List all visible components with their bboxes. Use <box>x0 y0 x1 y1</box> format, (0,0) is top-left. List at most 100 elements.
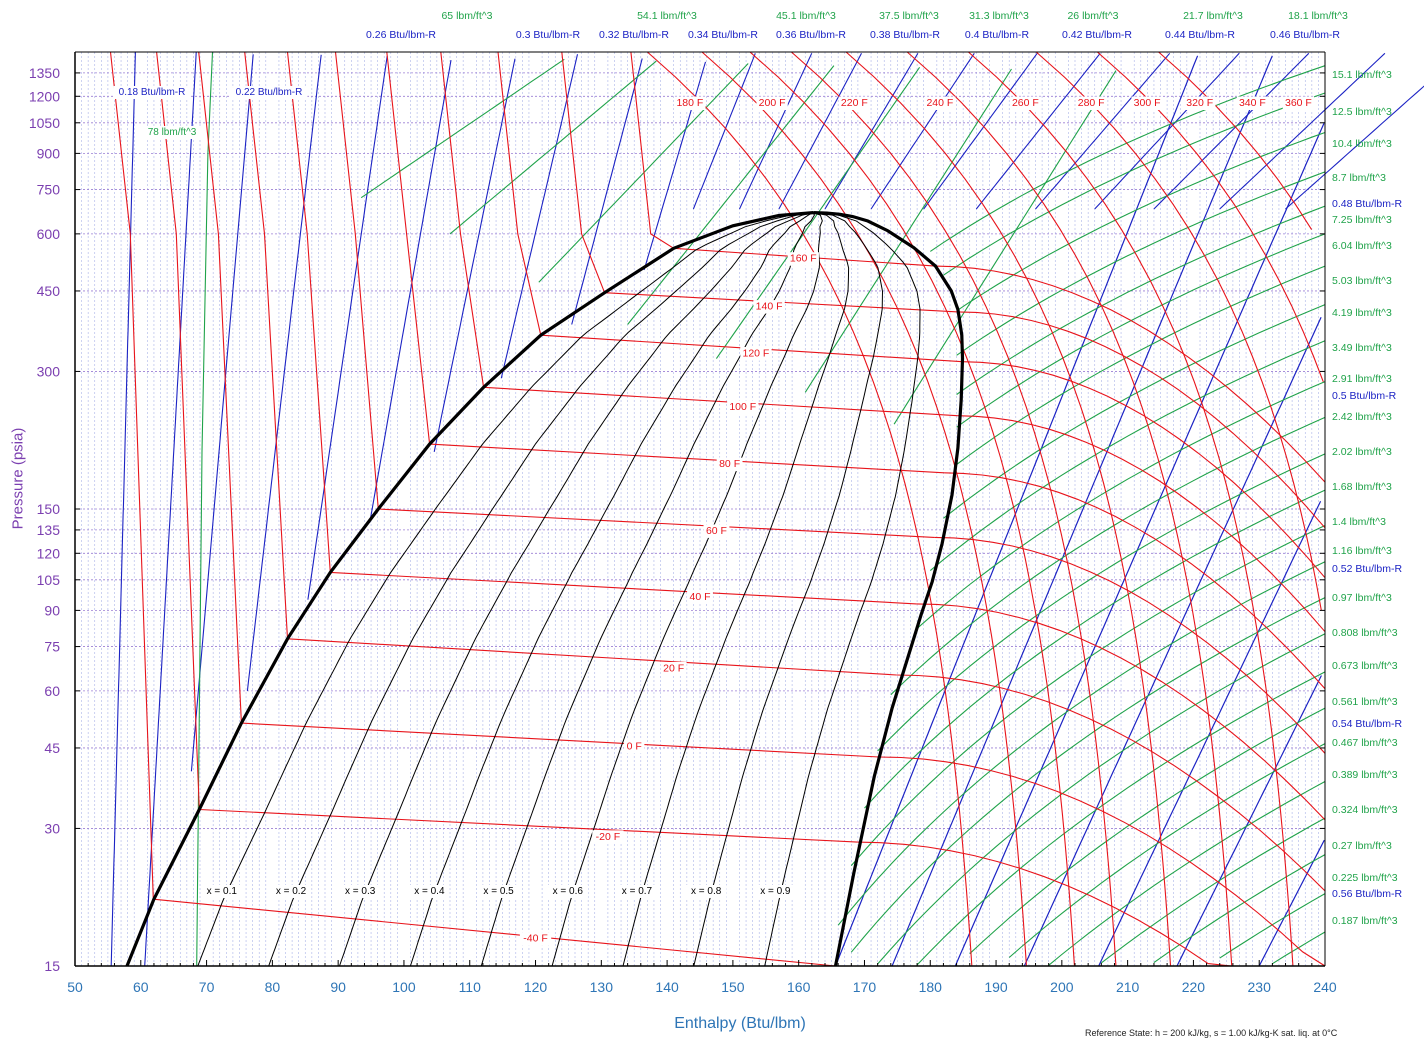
density-label-right: 0.187 lbm/ft^3 <box>1332 915 1398 927</box>
density-label-top: 45.1 lbm/ft^3 <box>776 10 836 22</box>
density-label-right: 0.561 lbm/ft^3 <box>1332 696 1398 708</box>
entropy-label-right: 0.52 Btu/lbm-R <box>1332 563 1402 575</box>
density-label-right: 15.1 lbm/ft^3 <box>1332 69 1392 81</box>
y-tick-label: 30 <box>44 820 60 836</box>
x-axis-title: Enthalpy (Btu/lbm) <box>600 1015 880 1033</box>
density-label-right: 0.225 lbm/ft^3 <box>1332 872 1398 884</box>
x-tick-label: 170 <box>853 979 877 995</box>
density-label-top: 65 lbm/ft^3 <box>441 10 492 22</box>
isotherm-label: 140 F <box>756 301 783 313</box>
isotherm-label: -20 F <box>596 831 621 843</box>
density-label-right: 1.16 lbm/ft^3 <box>1332 545 1392 557</box>
density-label-right: 0.467 lbm/ft^3 <box>1332 737 1398 749</box>
y-tick-label: 90 <box>44 602 60 618</box>
density-label-top: 21.7 lbm/ft^3 <box>1183 10 1243 22</box>
entropy-label-top: 0.34 Btu/lbm-R <box>688 29 758 41</box>
entropy-label-top: 0.44 Btu/lbm-R <box>1165 29 1235 41</box>
quality-label: x = 0.1 <box>207 886 238 897</box>
x-tick-label: 130 <box>590 979 614 995</box>
entropy-label-right: 0.56 Btu/lbm-R <box>1332 888 1402 900</box>
isotherm-label: 0 F <box>627 740 642 752</box>
y-tick-label: 1200 <box>29 88 60 104</box>
density-label-right: 0.673 lbm/ft^3 <box>1332 660 1398 672</box>
isotherm-label-top: 240 F <box>926 97 953 109</box>
entropy-label-right: 0.48 Btu/lbm-R <box>1332 198 1402 210</box>
entropy-label-top: 0.32 Btu/lbm-R <box>599 29 669 41</box>
y-tick-label: 750 <box>37 182 61 198</box>
isotherm-label-top: 260 F <box>1012 97 1039 109</box>
density-label-top: 18.1 lbm/ft^3 <box>1288 10 1348 22</box>
isotherm-label: 120 F <box>742 348 769 360</box>
quality-label: x = 0.2 <box>276 886 307 897</box>
y-tick-label: 15 <box>44 958 60 974</box>
density-label-right: 12.5 lbm/ft^3 <box>1332 106 1392 118</box>
density-label-top: 31.3 lbm/ft^3 <box>969 10 1029 22</box>
x-tick-label: 240 <box>1313 979 1337 995</box>
isotherm-label: 100 F <box>729 401 756 413</box>
density-label-right: 3.49 lbm/ft^3 <box>1332 342 1392 354</box>
isotherm-label-top: 280 F <box>1078 97 1105 109</box>
x-tick-label: 60 <box>133 979 149 995</box>
x-tick-label: 110 <box>459 979 482 995</box>
y-tick-label: 600 <box>37 226 61 242</box>
entropy-label-top: 0.46 Btu/lbm-R <box>1270 29 1340 41</box>
x-tick-label: 210 <box>1116 979 1140 995</box>
x-tick-label: 160 <box>787 979 811 995</box>
x-tick-label: 50 <box>67 979 83 995</box>
density-label-right: 0.27 lbm/ft^3 <box>1332 840 1392 852</box>
quality-label: x = 0.4 <box>414 886 445 897</box>
isotherm-label: 40 F <box>689 591 710 603</box>
density-label-right: 2.91 lbm/ft^3 <box>1332 373 1392 385</box>
isotherm-label-top: 360 F <box>1285 97 1312 109</box>
density-label-right: 6.04 lbm/ft^3 <box>1332 240 1392 252</box>
density-label-right: 0.97 lbm/ft^3 <box>1332 592 1392 604</box>
x-tick-label: 70 <box>199 979 215 995</box>
density-label-right: 1.68 lbm/ft^3 <box>1332 481 1392 493</box>
isotherm-label-top: 320 F <box>1186 97 1213 109</box>
entropy-label-right: 0.5 Btu/lbm-R <box>1332 390 1397 402</box>
entropy-label-top: 0.38 Btu/lbm-R <box>870 29 940 41</box>
y-tick-label: 120 <box>37 545 61 561</box>
density-label-right: 2.42 lbm/ft^3 <box>1332 411 1392 423</box>
entropy-label-inner: 0.18 Btu/lbm-R <box>119 87 186 98</box>
isotherm-label: 80 F <box>719 458 740 470</box>
entropy-label-right: 0.54 Btu/lbm-R <box>1332 718 1402 730</box>
y-tick-label: 105 <box>37 572 61 588</box>
y-tick-label: 45 <box>44 740 60 756</box>
x-tick-label: 230 <box>1248 979 1272 995</box>
isotherm-label-top: 220 F <box>841 97 868 109</box>
density-label-right: 0.389 lbm/ft^3 <box>1332 769 1398 781</box>
isotherm-label: -40 F <box>523 933 548 945</box>
entropy-label-top: 0.3 Btu/lbm-R <box>516 29 581 41</box>
entropy-label-inner: 0.22 Btu/lbm-R <box>236 87 303 98</box>
density-label-right: 4.19 lbm/ft^3 <box>1332 307 1392 319</box>
isotherm-label-top: 200 F <box>759 97 786 109</box>
isotherm-label-top: 180 F <box>676 97 703 109</box>
x-tick-label: 150 <box>721 979 745 995</box>
x-tick-label: 120 <box>524 979 548 995</box>
isotherm-label: 60 F <box>706 525 727 537</box>
density-label-top: 26 lbm/ft^3 <box>1067 10 1118 22</box>
density-label-top: 37.5 lbm/ft^3 <box>879 10 939 22</box>
quality-label: x = 0.8 <box>691 886 722 897</box>
y-axis-title: Pressure (psia) <box>10 409 27 549</box>
x-tick-label: 100 <box>392 979 416 995</box>
x-tick-label: 80 <box>265 979 281 995</box>
isotherm-label: 160 F <box>790 253 817 265</box>
x-tick-label: 180 <box>919 979 943 995</box>
reference-state-note: Reference State: h = 200 kJ/kg, s = 1.00… <box>1085 1028 1337 1038</box>
density-label-right: 2.02 lbm/ft^3 <box>1332 446 1392 458</box>
quality-label: x = 0.7 <box>622 886 653 897</box>
quality-label: x = 0.6 <box>553 886 584 897</box>
y-tick-label: 300 <box>37 363 61 379</box>
entropy-label-top: 0.42 Btu/lbm-R <box>1062 29 1132 41</box>
density-label-right: 0.324 lbm/ft^3 <box>1332 804 1398 816</box>
y-tick-label: 60 <box>44 683 60 699</box>
entropy-label-top: 0.36 Btu/lbm-R <box>776 29 846 41</box>
density-label-right: 8.7 lbm/ft^3 <box>1332 172 1386 184</box>
density-label-top: 54.1 lbm/ft^3 <box>637 10 697 22</box>
density-label-right: 0.808 lbm/ft^3 <box>1332 627 1398 639</box>
y-tick-label: 1050 <box>29 115 60 131</box>
y-tick-label: 1350 <box>29 65 60 81</box>
